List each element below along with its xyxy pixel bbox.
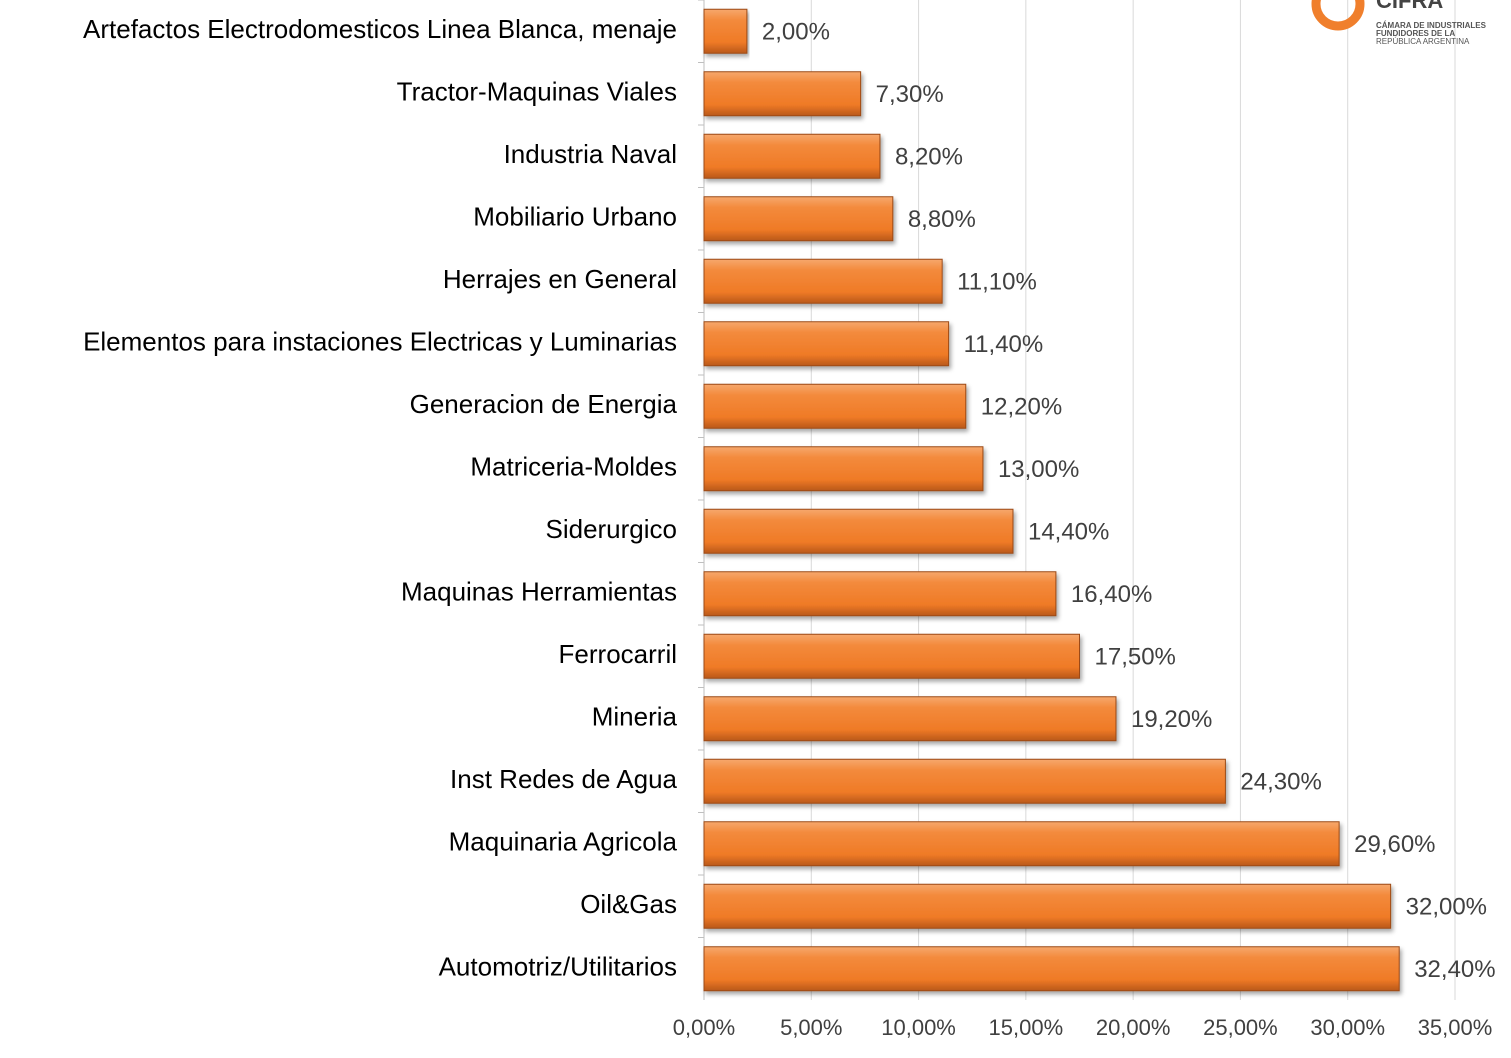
bar — [703, 71, 862, 117]
y-tick-label: Oil&Gas — [580, 889, 677, 919]
y-tick-label: Inst Redes de Agua — [450, 764, 677, 794]
bars: Artefactos Electrodomesticos Linea Blanc… — [83, 0, 1496, 992]
bar — [703, 821, 1340, 867]
value-label: 11,10% — [957, 269, 1037, 296]
logo-line: CÁMARA DE INDUSTRIALES — [1376, 21, 1487, 30]
y-tick-label: Automotriz/Utilitarios — [439, 952, 677, 982]
value-label: 24,30% — [1240, 769, 1321, 796]
bar — [703, 8, 748, 54]
y-tick-label: Mobiliario Urbano — [473, 202, 677, 232]
logo-line: REPÚBLICA ARGENTINA — [1376, 37, 1470, 46]
x-tick-label: 10,00% — [881, 1015, 956, 1040]
x-tick-label: 35,00% — [1418, 1015, 1493, 1040]
y-tick-label: Matriceria-Moldes — [470, 452, 677, 482]
grid: 0,00% 5,00% 10,00% 15,00% 20,00% 25,00% 30,00%… — [673, 0, 1493, 1040]
value-label: 13,00% — [998, 456, 1079, 483]
value-label: 11,40% — [964, 331, 1044, 358]
bar — [703, 633, 1080, 679]
bar — [703, 133, 881, 179]
y-tick-label: Elementos para instaciones Electricas y … — [83, 327, 677, 357]
bar — [703, 571, 1057, 617]
bar — [703, 321, 950, 367]
value-label: 29,60% — [1354, 831, 1435, 858]
bar — [703, 758, 1226, 804]
logo-line: FUNDIDORES DE LA — [1376, 29, 1455, 38]
bar — [703, 446, 984, 492]
y-tick-label: Generacion de Energia — [410, 389, 678, 419]
x-tick-label: 5,00% — [780, 1015, 842, 1040]
value-label: 12,20% — [981, 394, 1062, 421]
value-label: 14,40% — [1028, 519, 1109, 546]
x-tick-label: 20,00% — [1096, 1015, 1171, 1040]
bar — [703, 883, 1392, 929]
x-tick-label: 0,00% — [673, 1015, 735, 1040]
value-label: 32,00% — [1406, 894, 1487, 921]
logo: CIFRA CÁMARA DE INDUSTRIALES FUNDIDORES … — [1311, 0, 1487, 46]
y-tick-label: Industria Naval — [504, 139, 677, 169]
value-label: 19,20% — [1131, 706, 1212, 733]
value-label: 16,40% — [1071, 581, 1152, 608]
value-label: 17,50% — [1095, 644, 1176, 671]
bar — [703, 696, 1117, 742]
value-label: 32,40% — [1414, 956, 1495, 983]
y-tick-label: Ferrocarril — [559, 639, 677, 669]
value-label: 2,00% — [762, 19, 830, 46]
value-label: 8,20% — [895, 144, 963, 171]
y-tick-label: Mineria — [592, 702, 678, 732]
logo-icon — [1311, 0, 1365, 31]
logo-name: CIFRA — [1376, 0, 1443, 13]
bar — [703, 258, 943, 304]
x-tick-label: 30,00% — [1310, 1015, 1385, 1040]
x-tick-label: 25,00% — [1203, 1015, 1278, 1040]
value-label: 8,80% — [908, 206, 976, 233]
y-tick-label: Herrajes en General — [443, 264, 677, 294]
y-tick-label: Maquinas Herramientas — [401, 577, 677, 607]
value-label: 7,30% — [876, 81, 944, 108]
y-tick-label: Artefactos Electrodomesticos Linea Blanc… — [83, 14, 677, 44]
bar — [703, 946, 1400, 992]
y-tick-label: Siderurgico — [545, 514, 677, 544]
bar — [703, 383, 967, 429]
y-tick-label: Tractor-Maquinas Viales — [397, 77, 677, 107]
y-tick-label: Maquinaria Agricola — [449, 827, 678, 857]
x-tick-label: 15,00% — [989, 1015, 1064, 1040]
bar — [703, 508, 1014, 554]
bar — [703, 196, 894, 242]
